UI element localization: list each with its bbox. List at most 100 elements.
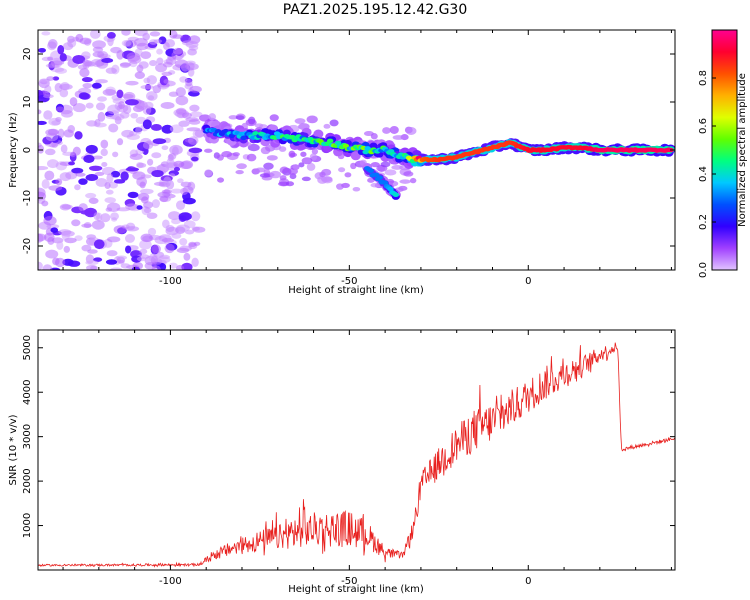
colorbar-tick-label: 0.0 xyxy=(698,262,709,278)
noise-blob xyxy=(38,47,46,53)
noise-blob xyxy=(121,30,131,36)
noise-blob xyxy=(129,153,143,160)
noise-blob xyxy=(85,174,99,182)
noise-blob xyxy=(72,146,81,156)
noise-blob xyxy=(187,136,199,145)
noise-blob xyxy=(171,218,181,225)
snr-plot-area xyxy=(38,330,675,570)
noise-blob xyxy=(62,151,76,156)
noise-blob xyxy=(60,144,68,153)
noise-blob xyxy=(171,232,182,239)
halo-blob xyxy=(370,133,378,140)
noise-blob xyxy=(140,84,154,90)
spectrogram-x-tick-label: -50 xyxy=(341,276,357,287)
noise-blob xyxy=(118,101,125,110)
noise-blob xyxy=(147,158,154,166)
halo-blob xyxy=(311,148,319,155)
noise-blob xyxy=(151,152,162,159)
snr-y-tick-label: 3000 xyxy=(22,424,33,449)
noise-blob xyxy=(91,82,102,89)
halo-blob xyxy=(235,170,244,175)
noise-blob xyxy=(139,248,148,255)
noise-blob xyxy=(62,42,74,51)
noise-blob xyxy=(147,227,157,236)
noise-blob xyxy=(112,151,119,158)
noise-blob xyxy=(178,120,190,127)
halo-blob xyxy=(306,162,316,171)
halo-blob xyxy=(301,157,313,165)
noise-blob xyxy=(80,210,95,215)
noise-blob xyxy=(116,89,124,99)
chart-title: PAZ1.2025.195.12.42.G30 xyxy=(282,2,468,18)
noise-blob xyxy=(163,79,170,84)
noise-blob xyxy=(102,88,117,96)
noise-blob xyxy=(156,48,163,55)
noise-blob xyxy=(59,53,67,62)
noise-blob xyxy=(113,225,127,234)
noise-blob xyxy=(86,264,98,270)
branch-cell xyxy=(392,192,400,198)
noise-blob xyxy=(183,220,196,229)
halo-blob xyxy=(382,127,391,134)
noise-blob xyxy=(142,141,154,150)
halo-blob xyxy=(269,114,279,122)
noise-blob xyxy=(146,75,158,85)
noise-blob xyxy=(125,80,139,86)
halo-blob xyxy=(279,175,287,181)
noise-blob xyxy=(106,250,118,257)
noise-blob xyxy=(91,220,105,230)
noise-blob xyxy=(107,36,114,47)
noise-blob xyxy=(190,111,203,118)
noise-blob xyxy=(151,244,161,254)
noise-blob xyxy=(110,212,119,221)
spectrogram-y-tick-label: -20 xyxy=(22,238,33,254)
snr-ticks: -100 -50 0 1000 2000 3000 4000 5000 xyxy=(22,330,675,587)
noise-blob xyxy=(38,233,44,243)
noise-blob xyxy=(100,213,111,223)
noise-blob xyxy=(106,202,121,213)
noise-blob xyxy=(59,172,72,182)
halo-blob xyxy=(247,143,260,152)
noise-blob xyxy=(135,126,142,135)
branch-cell xyxy=(376,175,383,180)
noise-blob xyxy=(74,235,83,241)
noise-blob xyxy=(180,187,189,195)
noise-blob xyxy=(38,261,43,270)
noise-blob xyxy=(177,178,184,184)
noise-blob xyxy=(188,241,197,247)
halo-blob xyxy=(278,181,290,187)
halo-blob xyxy=(370,162,380,168)
halo-blob xyxy=(216,154,224,161)
noise-blob xyxy=(131,266,140,270)
noise-blob xyxy=(183,252,191,261)
noise-blob xyxy=(50,60,65,66)
branch-cell xyxy=(367,168,375,173)
noise-blob xyxy=(45,249,59,259)
halo-blob xyxy=(301,176,311,182)
noise-blob xyxy=(93,122,107,128)
spectrogram-y-tick-label: -10 xyxy=(22,190,33,206)
halo-blob xyxy=(405,126,417,135)
ridge-cell xyxy=(350,151,361,161)
noise-blob xyxy=(186,62,195,71)
noise-blob xyxy=(140,51,152,60)
noise-blob xyxy=(173,160,185,168)
noise-blob xyxy=(186,127,201,132)
noise-blob xyxy=(152,138,167,145)
halo-blob xyxy=(254,123,264,128)
noise-blob xyxy=(107,104,121,115)
halo-blob xyxy=(384,169,397,176)
noise-blob xyxy=(174,59,189,69)
noise-blob xyxy=(125,167,140,172)
noise-blob xyxy=(67,35,75,43)
noise-blob xyxy=(134,71,145,80)
noise-blob xyxy=(179,237,188,246)
noise-blob xyxy=(88,165,103,171)
noise-blob xyxy=(175,107,187,115)
noise-blob xyxy=(176,264,185,270)
noise-blob xyxy=(168,91,179,97)
noise-blob xyxy=(191,257,199,267)
colorbar: 0.0 0.2 0.4 0.6 0.8 Normalized spectral ampl… xyxy=(698,29,748,278)
halo-blob xyxy=(403,171,414,177)
colorbar-tick-label: 0.2 xyxy=(698,214,709,230)
